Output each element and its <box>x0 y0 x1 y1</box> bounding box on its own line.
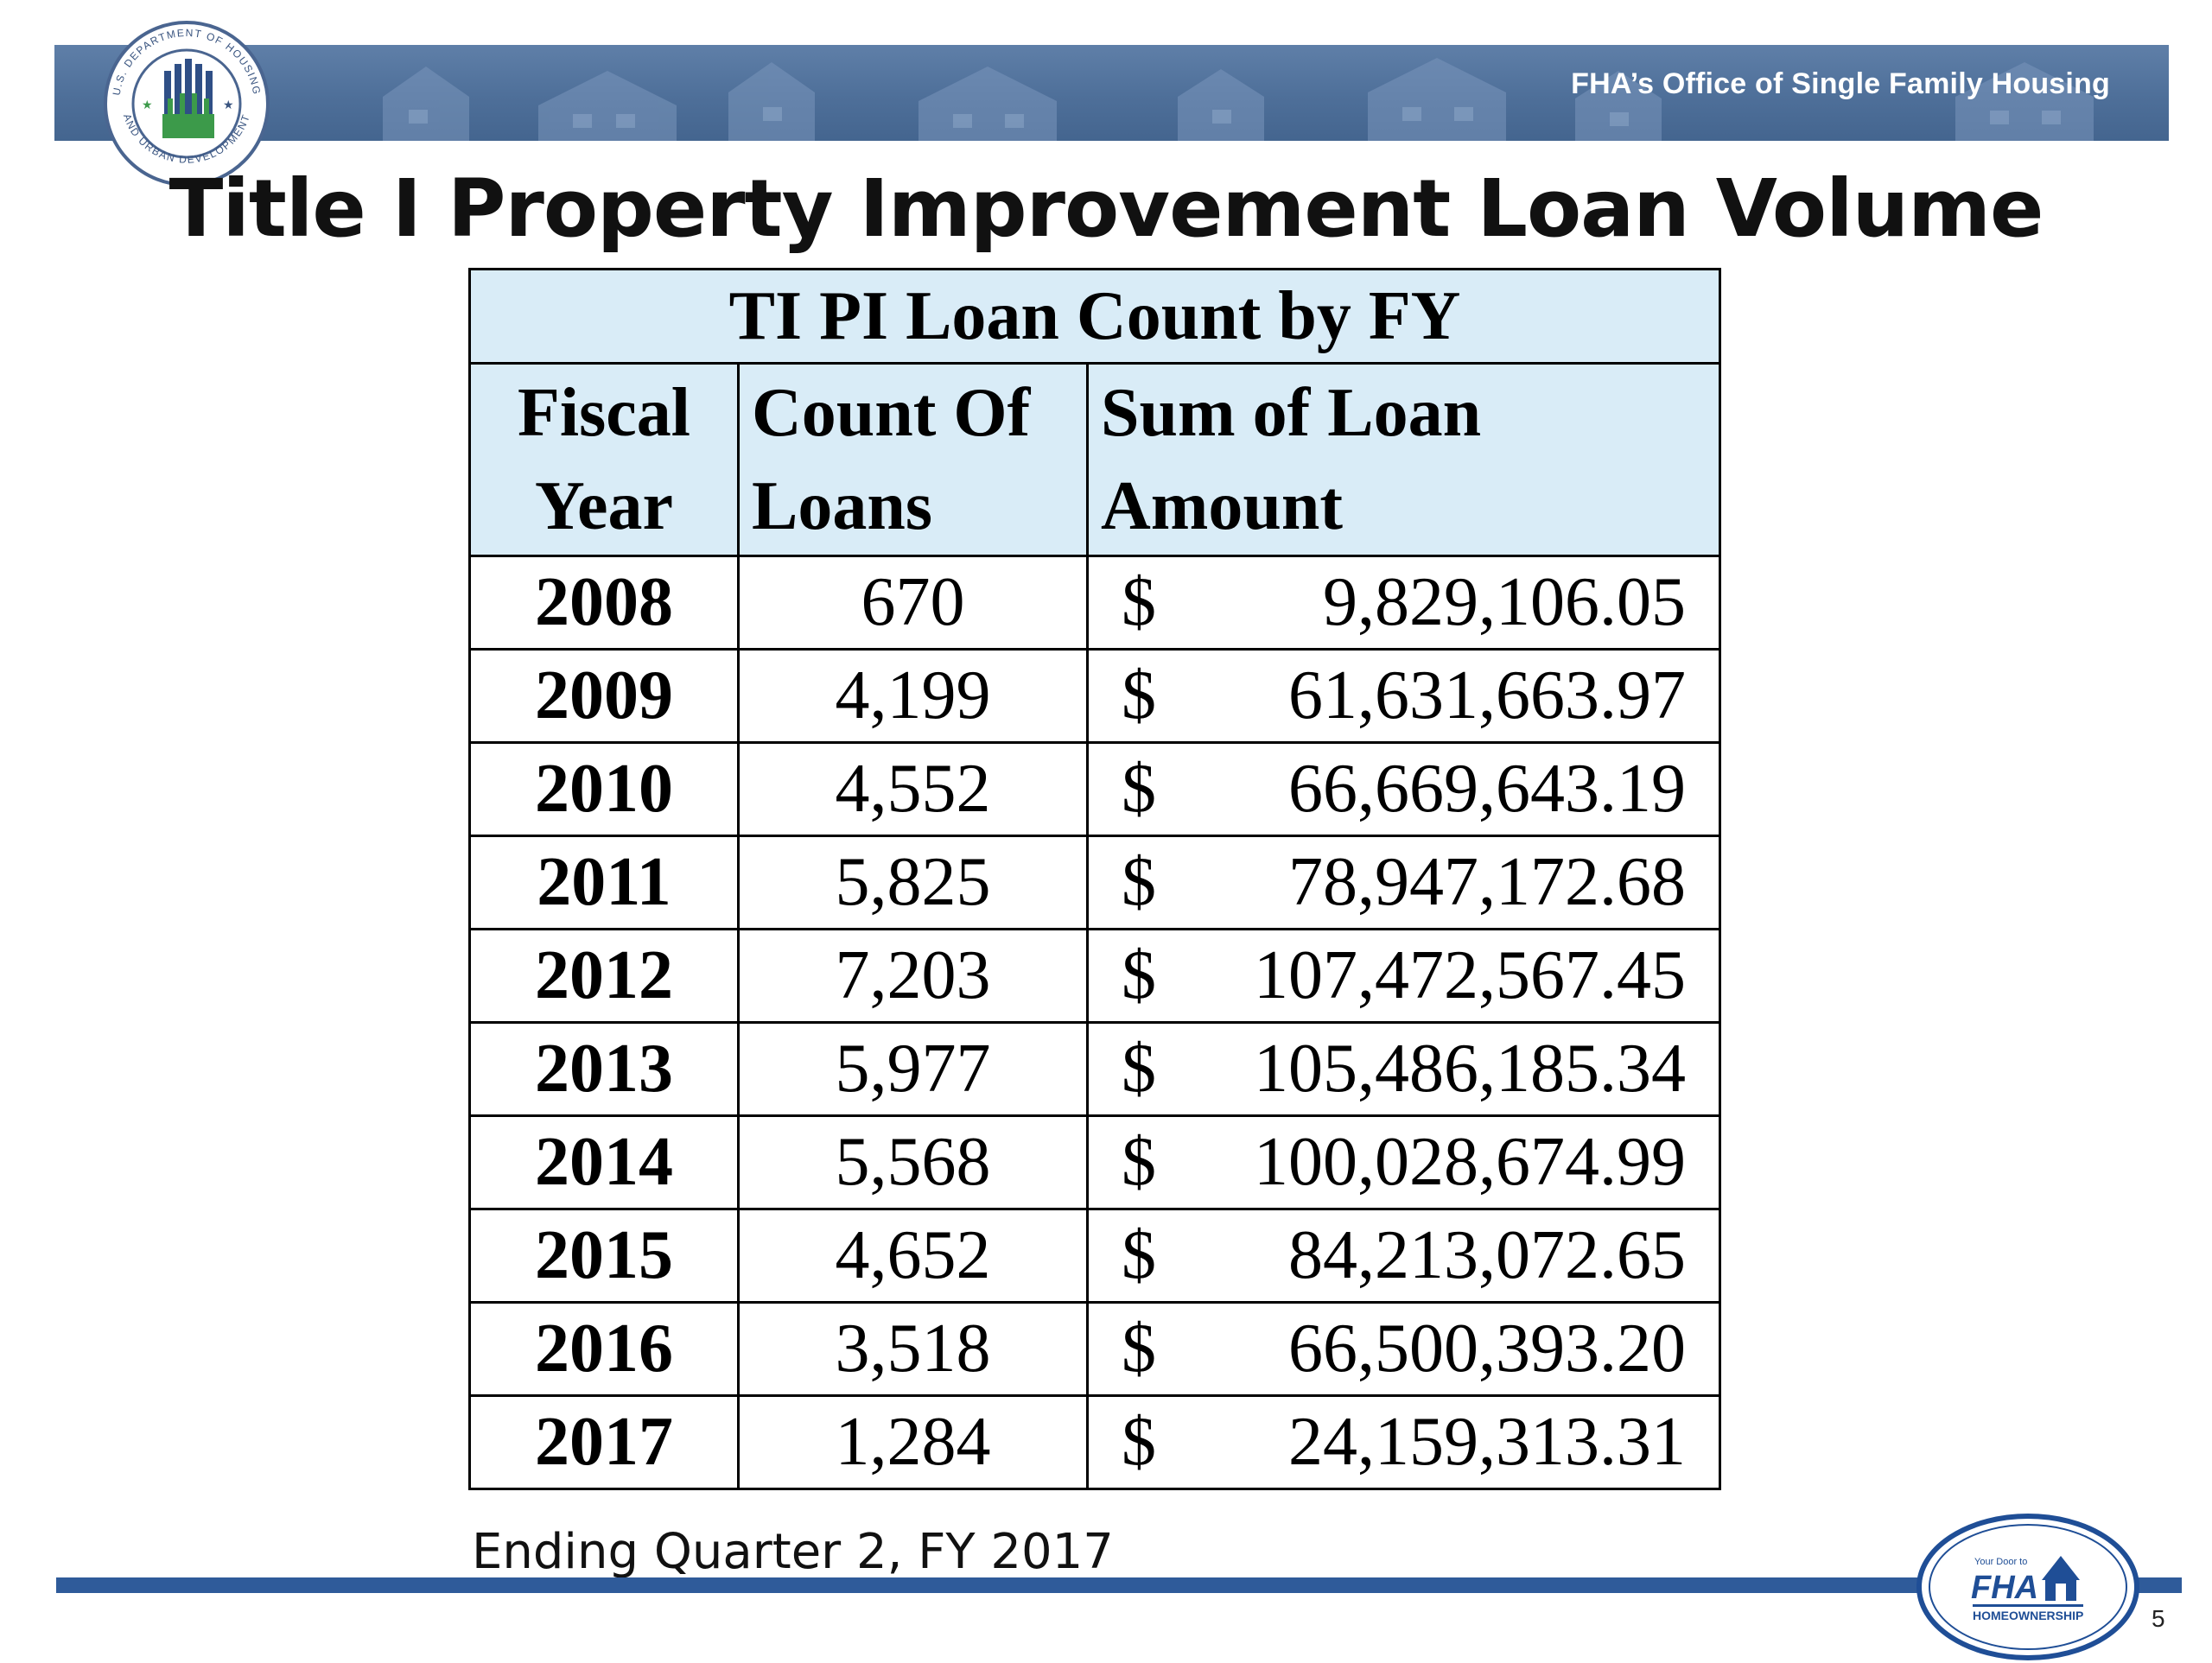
loan-amount-value: 66,500,393.20 <box>1288 1311 1687 1387</box>
logo-subtitle: HOMEOWNERSHIP <box>1973 1609 2083 1622</box>
loan-amount-value: 61,631,663.97 <box>1288 657 1687 733</box>
currency-symbol: $ <box>1122 751 1156 827</box>
fiscal-year-cell: 2016 <box>468 1301 740 1397</box>
loan-amount-cell: $61,631,663.97 <box>1085 648 1722 744</box>
footnote: Ending Quarter 2, FY 2017 <box>472 1524 1114 1580</box>
loan-amount-value: 84,213,072.65 <box>1288 1217 1687 1293</box>
currency-symbol: $ <box>1122 1124 1156 1200</box>
bottom-rule <box>56 1577 2182 1593</box>
header-sum-line2: Amount <box>1101 468 1344 544</box>
loan-amount-cell: $24,159,313.31 <box>1085 1394 1722 1490</box>
loan-amount-value: 78,947,172.68 <box>1288 844 1687 920</box>
loan-count-cell: 4,652 <box>737 1208 1089 1304</box>
loan-amount-value: 9,829,106.05 <box>1323 564 1687 640</box>
office-label: FHA’s Office of Single Family Housing <box>1571 67 2110 100</box>
fiscal-year-cell: 2014 <box>468 1114 740 1210</box>
loan-amount-cell: $66,669,643.19 <box>1085 741 1722 837</box>
fiscal-year-cell: 2013 <box>468 1021 740 1117</box>
header-count-line1: Count Of <box>752 375 1031 451</box>
loan-count-cell: 5,977 <box>737 1021 1089 1117</box>
fiscal-year-cell: 2017 <box>468 1394 740 1490</box>
currency-symbol: $ <box>1122 1404 1156 1480</box>
loan-amount-cell: $100,028,674.99 <box>1085 1114 1722 1210</box>
currency-symbol: $ <box>1122 657 1156 733</box>
currency-symbol: $ <box>1122 1311 1156 1387</box>
hud-seal-icon: U.S. DEPARTMENT OF HOUSING AND URBAN DEV… <box>104 21 270 187</box>
loan-amount-value: 105,486,185.34 <box>1254 1031 1687 1107</box>
currency-symbol: $ <box>1122 937 1156 1013</box>
currency-symbol: $ <box>1122 844 1156 920</box>
logo-brand: FHA <box>1971 1570 2038 1606</box>
loan-amount-cell: $9,829,106.05 <box>1085 555 1722 651</box>
loan-amount-cell: $107,472,567.45 <box>1085 928 1722 1024</box>
currency-symbol: $ <box>1122 1031 1156 1107</box>
loan-count-cell: 3,518 <box>737 1301 1089 1397</box>
header-count-of-loans: Count Of Loans <box>737 362 1089 557</box>
table-caption: TI PI Loan Count by FY <box>467 268 1722 365</box>
header-fiscal-line1: Fiscal <box>518 375 690 451</box>
header-sum-of-loan-amount: Sum of Loan Amount <box>1085 362 1722 557</box>
fiscal-year-cell: 2011 <box>468 835 740 930</box>
header-banner: FHA’s Office of Single Family Housing <box>54 45 2169 141</box>
loan-volume-table: TI PI Loan Count by FY Fiscal Year Count… <box>467 268 1722 1490</box>
currency-symbol: $ <box>1122 1217 1156 1293</box>
table-row: 2009 4,199 $61,631,663.97 <box>468 648 1722 744</box>
fiscal-year-cell: 2009 <box>468 648 740 744</box>
loan-count-cell: 7,203 <box>737 928 1089 1024</box>
loan-amount-cell: $84,213,072.65 <box>1085 1208 1722 1304</box>
svg-text:★: ★ <box>223 98 234 112</box>
header-fiscal-year: Fiscal Year <box>468 362 740 557</box>
loan-amount-value: 24,159,313.31 <box>1288 1404 1687 1480</box>
loan-amount-value: 66,669,643.19 <box>1288 751 1687 827</box>
loan-amount-cell: $66,500,393.20 <box>1085 1301 1722 1397</box>
table-row: 2012 7,203 $107,472,567.45 <box>468 928 1722 1024</box>
header-fiscal-line2: Year <box>535 468 673 544</box>
currency-symbol: $ <box>1122 564 1156 640</box>
loan-count-cell: 670 <box>737 555 1089 651</box>
houses-background-icon <box>383 58 2094 141</box>
fha-homeownership-logo-icon: Your Door to FHA HOMEOWNERSHIP <box>1916 1514 2139 1660</box>
table-row: 2016 3,518 $66,500,393.20 <box>468 1301 1722 1397</box>
table-row: 2017 1,284 $24,159,313.31 <box>468 1394 1722 1490</box>
svg-text:★: ★ <box>142 98 153 112</box>
fiscal-year-cell: 2015 <box>468 1208 740 1304</box>
fiscal-year-cell: 2010 <box>468 741 740 837</box>
table-row: 2008 670 $9,829,106.05 <box>468 555 1722 651</box>
header-sum-line1: Sum of Loan <box>1101 375 1482 451</box>
page-number: 5 <box>2152 1605 2165 1632</box>
fiscal-year-cell: 2008 <box>468 555 740 651</box>
loan-count-cell: 1,284 <box>737 1394 1089 1490</box>
table-row: 2014 5,568 $100,028,674.99 <box>468 1114 1722 1210</box>
loan-amount-cell: $105,486,185.34 <box>1085 1021 1722 1117</box>
loan-count-cell: 4,552 <box>737 741 1089 837</box>
slide-title: Title I Property Improvement Loan Volume <box>168 162 2044 255</box>
loan-count-cell: 5,825 <box>737 835 1089 930</box>
logo-tagline: Your Door to <box>1974 1557 2027 1567</box>
loan-amount-value: 107,472,567.45 <box>1254 937 1687 1013</box>
table-row: 2013 5,977 $105,486,185.34 <box>468 1021 1722 1117</box>
loan-amount-value: 100,028,674.99 <box>1254 1124 1687 1200</box>
header-count-line2: Loans <box>752 468 932 544</box>
loan-amount-cell: $78,947,172.68 <box>1085 835 1722 930</box>
loan-count-cell: 4,199 <box>737 648 1089 744</box>
loan-count-cell: 5,568 <box>737 1114 1089 1210</box>
fiscal-year-cell: 2012 <box>468 928 740 1024</box>
table-body: 2008 670 $9,829,106.05 2009 4,199 $61,631,663… <box>468 555 1722 1490</box>
table-row: 2010 4,552 $66,669,643.19 <box>468 741 1722 837</box>
table-row: 2015 4,652 $84,213,072.65 <box>468 1208 1722 1304</box>
table-row: 2011 5,825 $78,947,172.68 <box>468 835 1722 930</box>
